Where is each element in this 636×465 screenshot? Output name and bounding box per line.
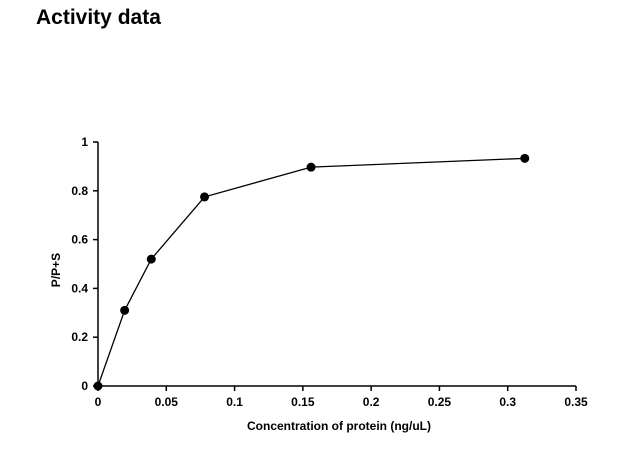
x-tick-label: 0 (95, 395, 102, 409)
x-tick-label: 0.15 (291, 395, 315, 409)
x-tick-label: 0.25 (428, 395, 452, 409)
y-tick-label: 0.6 (71, 233, 88, 247)
data-point (306, 162, 316, 172)
data-point (93, 381, 103, 391)
data-point (520, 153, 530, 163)
data-point (120, 305, 130, 315)
y-tick-label: 0 (81, 379, 88, 393)
page-title: Activity data (36, 6, 161, 29)
x-tick-label: 0.2 (363, 395, 380, 409)
x-tick-label: 0.35 (564, 395, 588, 409)
chart-axes (97, 142, 576, 387)
x-tick-label: 0.05 (155, 395, 179, 409)
y-axis-title: P/P+S (49, 253, 63, 287)
y-tick-label: 0.8 (71, 184, 88, 198)
data-point (200, 192, 210, 202)
series-line (97, 157, 525, 387)
y-tick-label: 0.2 (71, 330, 88, 344)
x-axis-title: Concentration of protein (ng/uL) (247, 419, 431, 433)
chart-ticks: 0 0.2 0.4 0.6 0.8 1 0 0.05 0.1 0.15 0.2 0.25 0.3 0.35 (71, 135, 588, 409)
x-tick-label: 0.1 (226, 395, 243, 409)
x-tick-label: 0.3 (499, 395, 516, 409)
chart-series (93, 153, 530, 391)
y-tick-label: 0.4 (71, 281, 88, 295)
y-tick-label: 1 (81, 135, 88, 149)
data-point (146, 254, 156, 264)
